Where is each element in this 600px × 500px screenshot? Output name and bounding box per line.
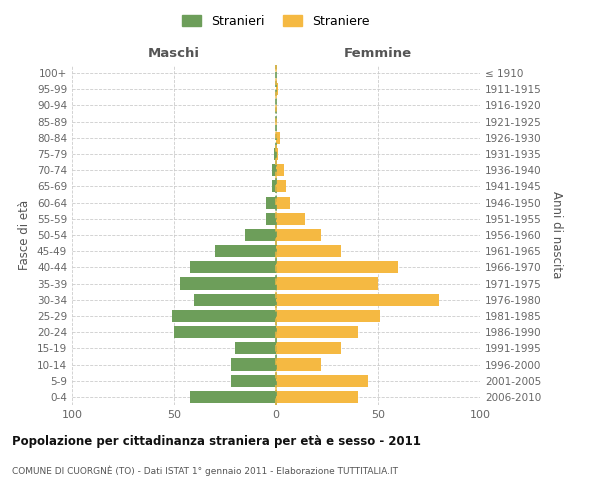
Bar: [276, 278, 378, 289]
Bar: [174, 326, 276, 338]
Bar: [276, 180, 286, 192]
Bar: [276, 326, 358, 338]
Bar: [276, 245, 341, 258]
Bar: [272, 180, 276, 192]
Y-axis label: Anni di nascita: Anni di nascita: [550, 192, 563, 278]
Bar: [235, 342, 276, 354]
Bar: [231, 358, 276, 370]
Bar: [231, 374, 276, 387]
Text: Maschi: Maschi: [148, 47, 200, 60]
Bar: [215, 245, 276, 258]
Bar: [276, 391, 358, 403]
Bar: [274, 148, 276, 160]
Bar: [276, 164, 284, 176]
Legend: Stranieri, Straniere: Stranieri, Straniere: [179, 11, 373, 32]
Bar: [276, 148, 278, 160]
Bar: [190, 262, 276, 274]
Bar: [266, 196, 276, 208]
Bar: [180, 278, 276, 289]
Text: Popolazione per cittadinanza straniera per età e sesso - 2011: Popolazione per cittadinanza straniera p…: [12, 435, 421, 448]
Bar: [276, 196, 290, 208]
Bar: [190, 391, 276, 403]
Bar: [276, 294, 439, 306]
Text: COMUNE DI CUORGNÈ (TO) - Dati ISTAT 1° gennaio 2011 - Elaborazione TUTTITALIA.IT: COMUNE DI CUORGNÈ (TO) - Dati ISTAT 1° g…: [12, 465, 398, 475]
Bar: [276, 310, 380, 322]
Bar: [272, 164, 276, 176]
Bar: [266, 212, 276, 225]
Bar: [194, 294, 276, 306]
Bar: [276, 374, 368, 387]
Bar: [276, 262, 398, 274]
Bar: [276, 212, 305, 225]
Bar: [172, 310, 276, 322]
Bar: [276, 342, 341, 354]
Bar: [276, 83, 278, 96]
Y-axis label: Fasce di età: Fasce di età: [19, 200, 31, 270]
Bar: [276, 229, 321, 241]
Bar: [276, 358, 321, 370]
Text: Femmine: Femmine: [344, 47, 412, 60]
Bar: [245, 229, 276, 241]
Bar: [276, 132, 280, 144]
